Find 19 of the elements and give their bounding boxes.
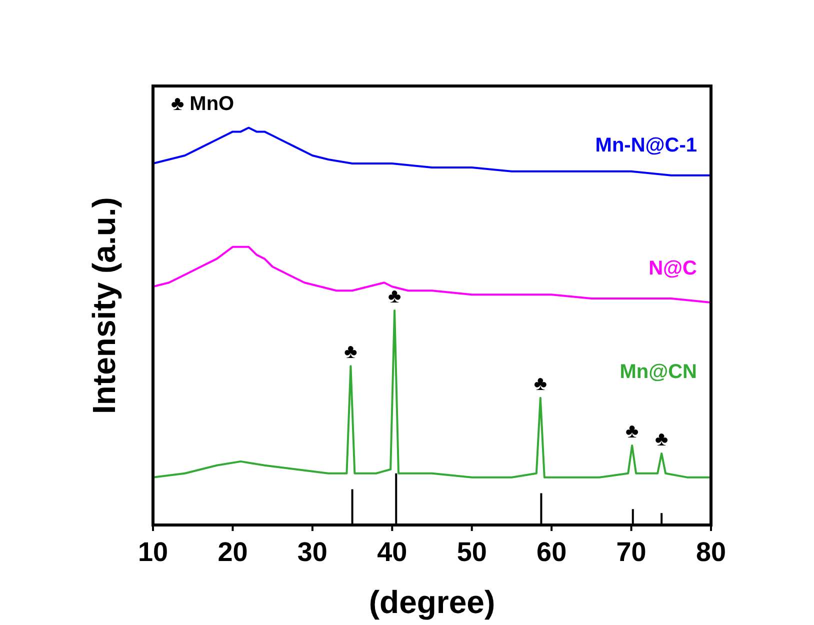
y-axis-title: Intensity (a.u.) [86,197,122,414]
text: ♣ MnO [171,93,234,115]
series-label: Mn-N@C-1 [595,134,697,156]
x-axis-title: (degree) [368,584,496,620]
x-tick-label: 40 [377,537,408,567]
annotation: ♣ [534,372,547,395]
annotation: ♣ [388,285,402,308]
annotation: ♣ [626,420,639,443]
text: Mn@CN [620,360,697,383]
x-tick-label: 60 [536,537,567,567]
x-tick-label: 20 [218,537,248,567]
annotation: ♣ [344,341,358,364]
x-tick-label: 10 [138,537,168,567]
series-label: N@C [648,258,697,280]
x-tick-label: 80 [696,537,726,567]
x-tick-label: 50 [456,537,487,567]
annotation: ♣ [655,428,668,450]
x-tick-label: 30 [297,537,328,567]
x-tick-label: 70 [616,537,646,567]
